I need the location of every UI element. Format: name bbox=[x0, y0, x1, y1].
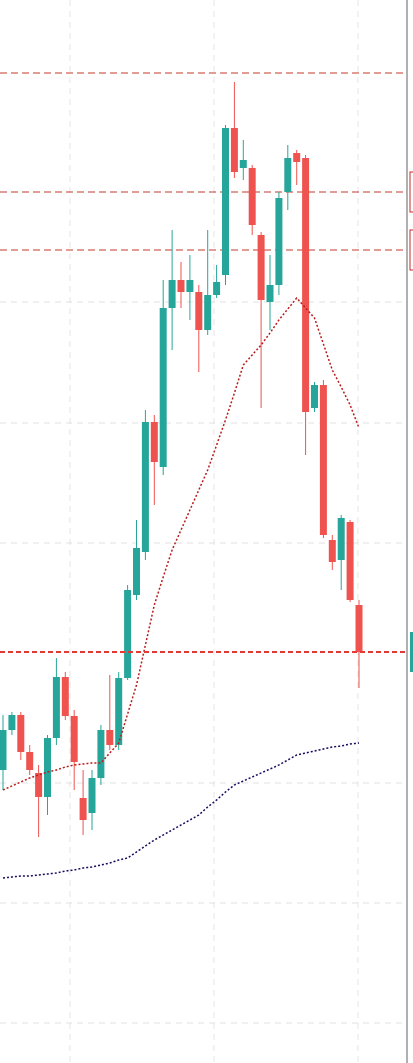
candle-body bbox=[168, 280, 176, 308]
candle-body bbox=[61, 677, 69, 716]
candle-body bbox=[26, 752, 34, 770]
candle-body bbox=[337, 518, 345, 560]
candle-body bbox=[88, 778, 96, 813]
candle-body bbox=[328, 540, 336, 562]
candle-body bbox=[0, 730, 7, 770]
candle-body bbox=[195, 292, 203, 330]
candle-body bbox=[141, 422, 149, 552]
candle-body bbox=[79, 798, 87, 820]
grid bbox=[0, 72, 405, 1024]
candle-body bbox=[8, 715, 16, 730]
candle-body bbox=[346, 522, 354, 600]
candle-body bbox=[97, 730, 105, 778]
candle-body bbox=[257, 235, 265, 300]
price-line-tag bbox=[409, 229, 413, 271]
candle-body bbox=[159, 308, 167, 467]
candle-body bbox=[266, 285, 274, 302]
candle-body bbox=[302, 158, 310, 412]
candle-body bbox=[124, 590, 132, 678]
candle-body bbox=[239, 160, 247, 168]
candle-body bbox=[319, 385, 327, 535]
candle-body bbox=[133, 548, 140, 595]
candle-body bbox=[204, 295, 212, 330]
candle-body bbox=[355, 605, 363, 652]
candle-body bbox=[222, 128, 229, 275]
candle-body bbox=[115, 678, 123, 745]
candle-body bbox=[177, 280, 185, 292]
candle-body bbox=[150, 422, 158, 462]
price-line-tag bbox=[409, 171, 413, 213]
last-price-tag bbox=[410, 632, 413, 672]
candle-body bbox=[186, 280, 194, 292]
candle-body bbox=[17, 715, 25, 752]
candle-body bbox=[52, 677, 60, 738]
candle-body bbox=[275, 198, 283, 285]
plot bbox=[0, 82, 405, 879]
candle-body bbox=[213, 282, 221, 295]
candle-body bbox=[106, 730, 114, 745]
candle-body bbox=[293, 153, 301, 162]
candle-body bbox=[248, 168, 256, 225]
candle-body bbox=[230, 128, 238, 172]
candle-body bbox=[311, 385, 318, 408]
candle-body bbox=[35, 773, 43, 797]
candle-body bbox=[70, 716, 78, 762]
moving-average bbox=[2, 742, 360, 879]
candle-body bbox=[284, 158, 292, 192]
candle-body bbox=[44, 738, 51, 797]
